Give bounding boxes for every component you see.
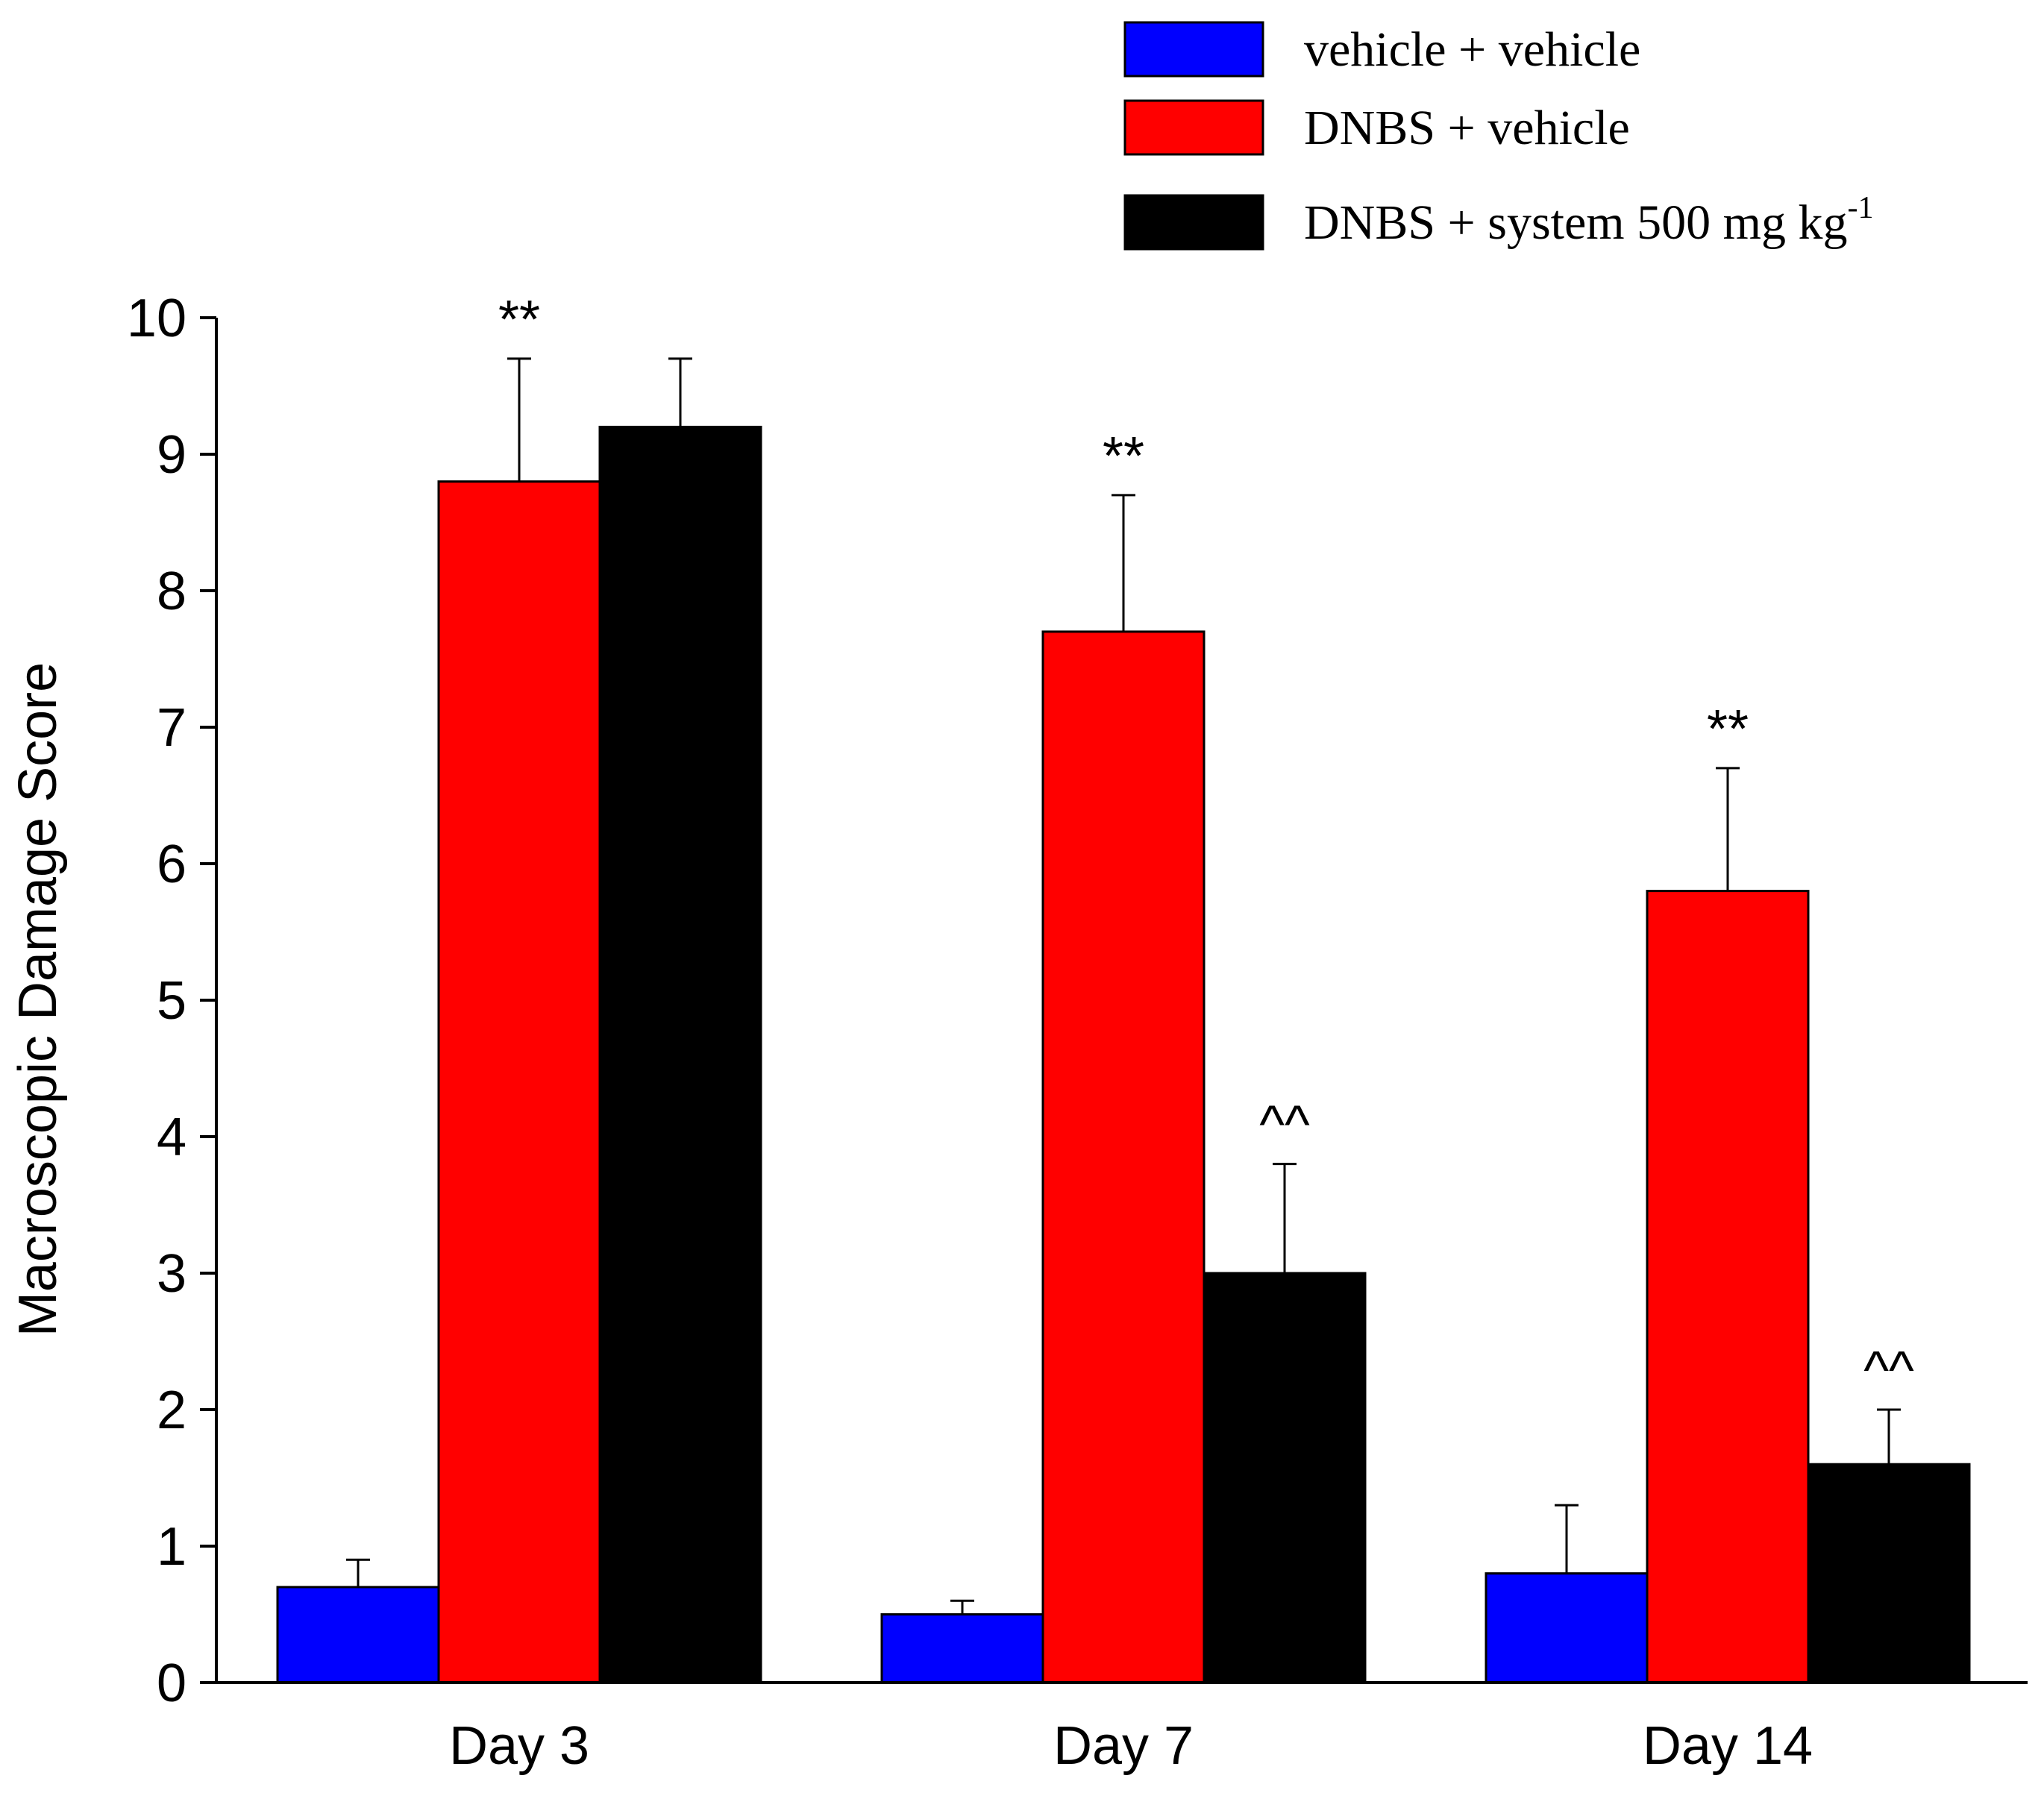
- legend-swatch: [1123, 21, 1264, 78]
- bar: [1807, 1463, 1971, 1684]
- y-tick-label: 10: [127, 289, 186, 348]
- y-tick-label: 1: [157, 1517, 186, 1577]
- y-tick-label: 2: [157, 1381, 186, 1440]
- y-tick-label: 4: [157, 1108, 186, 1167]
- bar: [880, 1613, 1044, 1684]
- y-axis-label: Macroscopic Damage Score: [8, 662, 68, 1337]
- y-tick-label: 6: [157, 835, 186, 894]
- y-tick-label: 9: [157, 425, 186, 485]
- legend-label-text: DNBS + system 500 mg kg: [1304, 195, 1847, 250]
- x-tick-label: Day 3: [449, 1716, 589, 1776]
- significance-marker: **: [1707, 700, 1749, 759]
- legend-label: DNBS + vehicle: [1304, 101, 1630, 155]
- significance-marker: **: [1103, 427, 1144, 486]
- bar: [598, 425, 762, 1684]
- bar: [1485, 1572, 1649, 1684]
- significance-marker: **: [498, 290, 540, 350]
- y-tick-label: 3: [157, 1244, 186, 1304]
- bar: [1646, 890, 1810, 1684]
- y-tick-label: 5: [157, 971, 186, 1031]
- legend-swatch: [1123, 99, 1264, 156]
- bar: [276, 1586, 440, 1684]
- y-tick-label: 8: [157, 562, 186, 621]
- legend-label: vehicle + vehicle: [1304, 22, 1640, 77]
- legend-swatch: [1123, 194, 1264, 251]
- x-tick-label: Day 7: [1053, 1716, 1194, 1776]
- x-axis: Day 3 Day 7 Day 14: [216, 1681, 2028, 1776]
- y-axis: 0 1 2 3 4 5 6 7 8 9 10: [127, 289, 218, 1713]
- bar: [1041, 630, 1206, 1684]
- legend: vehicle + vehicle DNBS + vehicle DNBS + sy…: [1123, 21, 1873, 251]
- legend-label-text: DNBS + vehicle: [1304, 101, 1630, 155]
- legend-label: DNBS + system 500 mg kg-1: [1304, 191, 1873, 250]
- bars: ** ** ^^ ** ^^: [276, 290, 1971, 1684]
- y-tick-label: 0: [157, 1654, 186, 1713]
- legend-label-superscript: -1: [1847, 191, 1873, 225]
- y-tick-label: 7: [157, 698, 186, 758]
- significance-marker: ^^: [1863, 1341, 1914, 1401]
- x-tick-label: Day 14: [1643, 1716, 1813, 1776]
- bar: [437, 480, 601, 1684]
- bar: [1203, 1272, 1367, 1684]
- legend-label-text: vehicle + vehicle: [1304, 22, 1640, 77]
- significance-marker: ^^: [1259, 1096, 1310, 1155]
